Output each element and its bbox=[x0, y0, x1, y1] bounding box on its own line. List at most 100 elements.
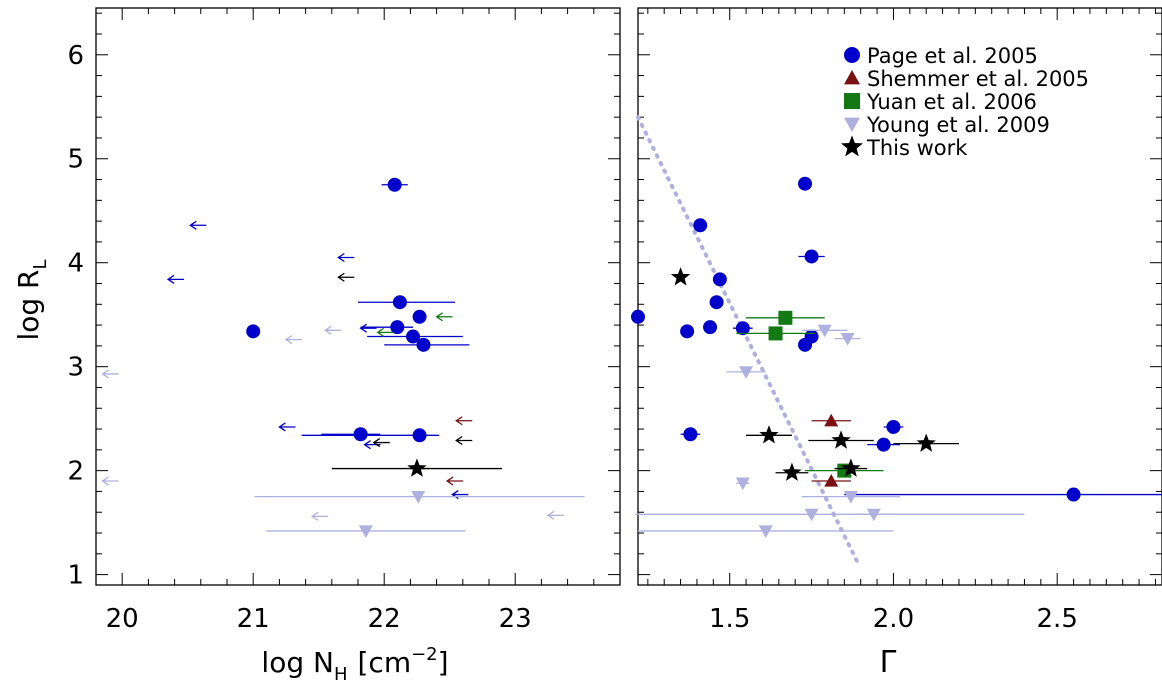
upper-limit-arrow bbox=[166, 274, 185, 284]
series bbox=[631, 176, 1162, 502]
x-tick-label: 22 bbox=[368, 604, 401, 634]
x-tick-label: 23 bbox=[499, 604, 532, 634]
y-tick-label: 6 bbox=[67, 41, 84, 71]
panel-frame bbox=[637, 7, 1162, 586]
data-point bbox=[798, 337, 813, 352]
legend-label: Yuan et al. 2006 bbox=[866, 90, 1037, 114]
data-point bbox=[735, 321, 750, 336]
data-point bbox=[709, 295, 724, 310]
upper-limit-arrow bbox=[284, 335, 302, 345]
legend-marker bbox=[844, 47, 860, 63]
data-point bbox=[843, 491, 858, 504]
data-point bbox=[804, 508, 819, 522]
data-point bbox=[916, 433, 936, 452]
data-point bbox=[390, 320, 405, 335]
upper-limit-arrow bbox=[376, 327, 394, 337]
legend-marker bbox=[844, 93, 860, 109]
data-point bbox=[693, 218, 708, 233]
upper-limit-arrow bbox=[278, 422, 296, 432]
dotted-fit-line bbox=[636, 115, 860, 565]
upper-limit-arrow bbox=[337, 272, 355, 282]
upper-limit-arrow bbox=[101, 476, 119, 486]
y-axis-label: log RL bbox=[12, 259, 51, 340]
data-point bbox=[712, 272, 727, 287]
data-point bbox=[392, 295, 407, 310]
data-point bbox=[782, 462, 802, 481]
legend-label: Shemmer et al. 2005 bbox=[867, 67, 1089, 91]
upper-limit-arrow bbox=[189, 220, 207, 230]
data-point bbox=[411, 491, 426, 504]
ticks bbox=[638, 8, 1162, 585]
ticks bbox=[95, 8, 621, 585]
y-tick-label: 4 bbox=[67, 249, 84, 279]
upper-limit-arrow bbox=[337, 252, 355, 263]
data-point bbox=[735, 477, 750, 491]
legend-item: This work bbox=[840, 135, 968, 160]
y-tick-label: 3 bbox=[67, 353, 84, 383]
series bbox=[670, 267, 959, 481]
x-axis-label-left: log NH [cm−2] bbox=[261, 644, 448, 685]
data-point bbox=[358, 525, 373, 538]
data-point bbox=[407, 458, 427, 477]
legend-marker bbox=[844, 70, 860, 85]
y-tick-label: 1 bbox=[67, 561, 84, 591]
x-tick-label: 20 bbox=[106, 604, 139, 634]
data-point bbox=[824, 413, 839, 427]
data-point bbox=[804, 249, 819, 264]
data-point bbox=[703, 320, 718, 335]
data-point bbox=[412, 309, 427, 324]
data-point bbox=[353, 427, 368, 442]
upper-limit-arrow bbox=[363, 440, 381, 450]
data-point bbox=[886, 419, 901, 434]
data-point bbox=[246, 324, 261, 339]
legend-marker bbox=[840, 135, 864, 157]
panel-right: 1.5 2.0 2.5 bbox=[631, 7, 1162, 634]
upper-limit-arrow bbox=[310, 511, 329, 521]
upper-limit-arrow bbox=[455, 416, 473, 426]
legend-label: Young et al. 2009 bbox=[866, 113, 1050, 137]
data-point bbox=[680, 324, 695, 339]
data-point bbox=[1066, 487, 1081, 502]
upper-limit-arrow bbox=[324, 325, 342, 335]
data-point bbox=[817, 324, 832, 338]
data-point bbox=[840, 333, 855, 346]
x-tick-label: 1.5 bbox=[709, 604, 750, 634]
data-point bbox=[416, 337, 431, 352]
upper-limit-arrow bbox=[372, 438, 390, 448]
y-tick-label: 2 bbox=[67, 457, 84, 487]
data-point bbox=[739, 366, 754, 379]
x-tick-label: 21 bbox=[237, 604, 270, 634]
legend-item: Page et al. 2005 bbox=[844, 44, 1038, 68]
series bbox=[811, 413, 851, 487]
upper-limit-arrow bbox=[445, 476, 464, 486]
upper-limit-arrow bbox=[546, 510, 564, 520]
data-point bbox=[406, 329, 421, 344]
legend-item: Shemmer et al. 2005 bbox=[844, 67, 1089, 91]
upper-limit-arrow bbox=[451, 490, 469, 500]
legend-label: Page et al. 2005 bbox=[867, 44, 1038, 68]
upper-limit-arrow bbox=[101, 369, 119, 379]
data-point bbox=[758, 525, 773, 538]
data-point bbox=[866, 508, 881, 522]
data-point bbox=[631, 309, 645, 324]
data-point bbox=[683, 427, 698, 442]
legend-item: Yuan et al. 2006 bbox=[844, 90, 1037, 114]
data-point bbox=[759, 425, 779, 444]
data-point bbox=[412, 428, 427, 443]
data-point bbox=[387, 177, 402, 192]
data-point bbox=[824, 474, 839, 487]
series bbox=[331, 272, 503, 477]
data-point bbox=[670, 267, 691, 286]
x-tick-label: 2.0 bbox=[873, 604, 914, 634]
upper-limit-arrow bbox=[359, 323, 377, 333]
data-point bbox=[778, 310, 793, 325]
legend-label: This work bbox=[866, 136, 968, 160]
series bbox=[634, 324, 1025, 538]
legend-marker bbox=[844, 117, 860, 132]
panel-frame bbox=[95, 7, 621, 586]
series bbox=[445, 416, 473, 486]
